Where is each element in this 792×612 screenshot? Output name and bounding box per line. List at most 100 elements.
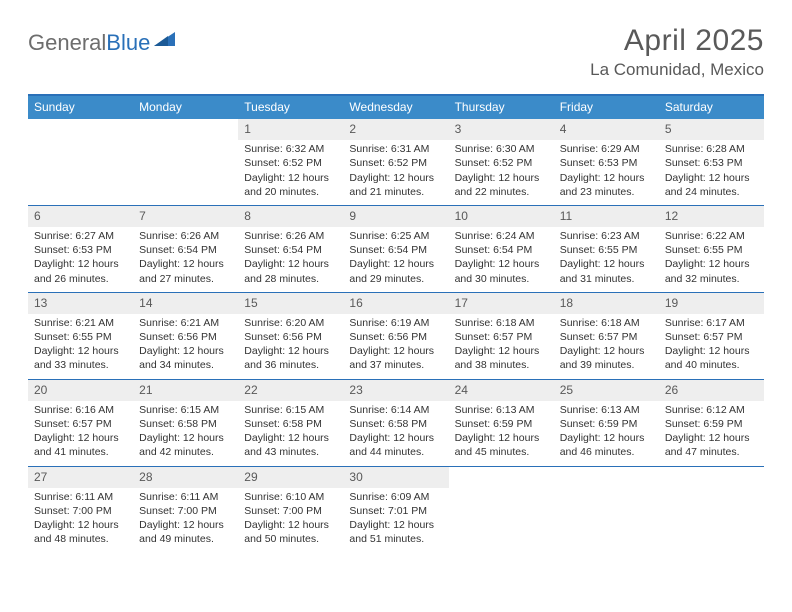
day-body: Sunrise: 6:14 AMSunset: 6:58 PMDaylight:…	[343, 403, 448, 460]
day-d2: and 20 minutes.	[244, 185, 337, 199]
day-cell: 18Sunrise: 6:18 AMSunset: 6:57 PMDayligh…	[554, 293, 659, 379]
logo-triangle-icon	[154, 31, 178, 54]
day-body: Sunrise: 6:23 AMSunset: 6:55 PMDaylight:…	[554, 229, 659, 286]
day-ss: Sunset: 6:56 PM	[244, 330, 337, 344]
day-d2: and 51 minutes.	[349, 532, 442, 546]
title-block: April 2025 La Comunidad, Mexico	[590, 24, 764, 80]
day-d1: Daylight: 12 hours	[349, 257, 442, 271]
day-number: 8	[238, 206, 343, 227]
day-body: Sunrise: 6:11 AMSunset: 7:00 PMDaylight:…	[133, 490, 238, 547]
day-ss: Sunset: 6:55 PM	[665, 243, 758, 257]
day-d2: and 33 minutes.	[34, 358, 127, 372]
day-sr: Sunrise: 6:18 AM	[560, 316, 653, 330]
dow-wednesday: Wednesday	[343, 96, 448, 119]
day-cell: 17Sunrise: 6:18 AMSunset: 6:57 PMDayligh…	[449, 293, 554, 379]
day-number: 10	[449, 206, 554, 227]
day-body: Sunrise: 6:22 AMSunset: 6:55 PMDaylight:…	[659, 229, 764, 286]
day-number: 29	[238, 467, 343, 488]
day-number: 21	[133, 380, 238, 401]
day-d1: Daylight: 12 hours	[34, 431, 127, 445]
day-d1: Daylight: 12 hours	[560, 257, 653, 271]
day-sr: Sunrise: 6:28 AM	[665, 142, 758, 156]
day-body: Sunrise: 6:17 AMSunset: 6:57 PMDaylight:…	[659, 316, 764, 373]
day-cell: 22Sunrise: 6:15 AMSunset: 6:58 PMDayligh…	[238, 380, 343, 466]
day-sr: Sunrise: 6:30 AM	[455, 142, 548, 156]
day-ss: Sunset: 6:54 PM	[139, 243, 232, 257]
day-d1: Daylight: 12 hours	[139, 431, 232, 445]
day-d2: and 32 minutes.	[665, 272, 758, 286]
day-body: Sunrise: 6:27 AMSunset: 6:53 PMDaylight:…	[28, 229, 133, 286]
day-cell: 14Sunrise: 6:21 AMSunset: 6:56 PMDayligh…	[133, 293, 238, 379]
day-cell: 24Sunrise: 6:13 AMSunset: 6:59 PMDayligh…	[449, 380, 554, 466]
day-ss: Sunset: 6:58 PM	[349, 417, 442, 431]
day-d2: and 41 minutes.	[34, 445, 127, 459]
day-ss: Sunset: 6:55 PM	[560, 243, 653, 257]
day-cell: 15Sunrise: 6:20 AMSunset: 6:56 PMDayligh…	[238, 293, 343, 379]
day-d2: and 45 minutes.	[455, 445, 548, 459]
day-body: Sunrise: 6:21 AMSunset: 6:55 PMDaylight:…	[28, 316, 133, 373]
day-body: Sunrise: 6:12 AMSunset: 6:59 PMDaylight:…	[659, 403, 764, 460]
day-d1: Daylight: 12 hours	[455, 431, 548, 445]
day-ss: Sunset: 6:56 PM	[139, 330, 232, 344]
day-cell: 10Sunrise: 6:24 AMSunset: 6:54 PMDayligh…	[449, 206, 554, 292]
day-body: Sunrise: 6:15 AMSunset: 6:58 PMDaylight:…	[133, 403, 238, 460]
day-cell: 20Sunrise: 6:16 AMSunset: 6:57 PMDayligh…	[28, 380, 133, 466]
day-d2: and 47 minutes.	[665, 445, 758, 459]
day-d1: Daylight: 12 hours	[455, 344, 548, 358]
day-body: Sunrise: 6:32 AMSunset: 6:52 PMDaylight:…	[238, 142, 343, 199]
day-d1: Daylight: 12 hours	[665, 257, 758, 271]
day-number: 19	[659, 293, 764, 314]
day-sr: Sunrise: 6:26 AM	[244, 229, 337, 243]
day-cell	[133, 119, 238, 205]
day-body: Sunrise: 6:18 AMSunset: 6:57 PMDaylight:…	[449, 316, 554, 373]
day-ss: Sunset: 6:57 PM	[455, 330, 548, 344]
day-number: 15	[238, 293, 343, 314]
day-cell	[28, 119, 133, 205]
logo-part1: General	[28, 30, 106, 55]
day-d2: and 48 minutes.	[34, 532, 127, 546]
day-d1: Daylight: 12 hours	[560, 344, 653, 358]
day-ss: Sunset: 6:53 PM	[560, 156, 653, 170]
day-cell: 25Sunrise: 6:13 AMSunset: 6:59 PMDayligh…	[554, 380, 659, 466]
day-sr: Sunrise: 6:15 AM	[244, 403, 337, 417]
day-ss: Sunset: 6:54 PM	[244, 243, 337, 257]
day-number: 14	[133, 293, 238, 314]
day-d1: Daylight: 12 hours	[244, 257, 337, 271]
day-body: Sunrise: 6:19 AMSunset: 6:56 PMDaylight:…	[343, 316, 448, 373]
day-sr: Sunrise: 6:16 AM	[34, 403, 127, 417]
day-d1: Daylight: 12 hours	[34, 344, 127, 358]
day-ss: Sunset: 6:52 PM	[349, 156, 442, 170]
day-body: Sunrise: 6:18 AMSunset: 6:57 PMDaylight:…	[554, 316, 659, 373]
day-ss: Sunset: 6:59 PM	[560, 417, 653, 431]
day-sr: Sunrise: 6:32 AM	[244, 142, 337, 156]
dow-monday: Monday	[133, 96, 238, 119]
day-body: Sunrise: 6:10 AMSunset: 7:00 PMDaylight:…	[238, 490, 343, 547]
logo-text: GeneralBlue	[28, 30, 150, 56]
dow-tuesday: Tuesday	[238, 96, 343, 119]
day-d1: Daylight: 12 hours	[455, 257, 548, 271]
day-d2: and 30 minutes.	[455, 272, 548, 286]
day-number: 23	[343, 380, 448, 401]
day-number: 2	[343, 119, 448, 140]
day-cell: 19Sunrise: 6:17 AMSunset: 6:57 PMDayligh…	[659, 293, 764, 379]
day-cell: 23Sunrise: 6:14 AMSunset: 6:58 PMDayligh…	[343, 380, 448, 466]
dow-row: Sunday Monday Tuesday Wednesday Thursday…	[28, 96, 764, 119]
day-d1: Daylight: 12 hours	[665, 344, 758, 358]
day-d2: and 31 minutes.	[560, 272, 653, 286]
day-number: 1	[238, 119, 343, 140]
day-cell: 11Sunrise: 6:23 AMSunset: 6:55 PMDayligh…	[554, 206, 659, 292]
day-d2: and 21 minutes.	[349, 185, 442, 199]
day-number: 27	[28, 467, 133, 488]
day-d1: Daylight: 12 hours	[665, 171, 758, 185]
day-d2: and 39 minutes.	[560, 358, 653, 372]
day-d1: Daylight: 12 hours	[349, 431, 442, 445]
day-sr: Sunrise: 6:21 AM	[34, 316, 127, 330]
day-d2: and 28 minutes.	[244, 272, 337, 286]
day-cell: 13Sunrise: 6:21 AMSunset: 6:55 PMDayligh…	[28, 293, 133, 379]
day-sr: Sunrise: 6:12 AM	[665, 403, 758, 417]
day-body: Sunrise: 6:13 AMSunset: 6:59 PMDaylight:…	[554, 403, 659, 460]
day-d1: Daylight: 12 hours	[560, 171, 653, 185]
day-ss: Sunset: 6:53 PM	[34, 243, 127, 257]
weeks: 1Sunrise: 6:32 AMSunset: 6:52 PMDaylight…	[28, 119, 764, 552]
dow-thursday: Thursday	[449, 96, 554, 119]
